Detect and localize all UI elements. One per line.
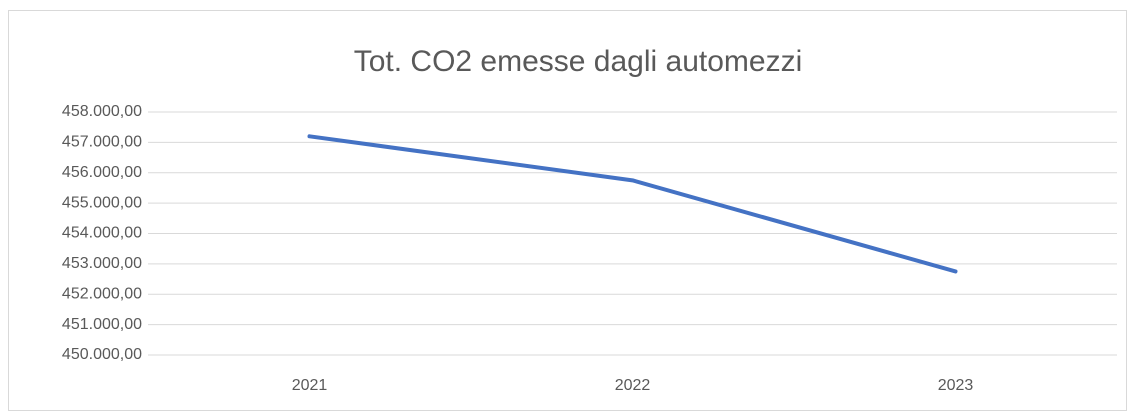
y-tick-label: 451.000,00 [62, 316, 142, 333]
data-line [307, 134, 958, 274]
chart-title: Tot. CO2 emesse dagli automezzi [354, 45, 803, 78]
y-tick-label: 456.000,00 [62, 164, 142, 181]
x-tick-label: 2021 [292, 377, 328, 394]
chart-border [8, 10, 1127, 411]
y-tick-label: 454.000,00 [62, 225, 142, 242]
y-tick-label: 458.000,00 [62, 103, 142, 120]
y-tick-label: 455.000,00 [62, 194, 142, 211]
x-tick-label: 2023 [938, 377, 974, 394]
y-tick-label: 450.000,00 [62, 346, 142, 363]
y-tick-label: 453.000,00 [62, 255, 142, 272]
x-tick-label: 2022 [615, 377, 651, 394]
y-tick-label: 452.000,00 [62, 285, 142, 302]
y-tick-label: 457.000,00 [62, 134, 142, 151]
